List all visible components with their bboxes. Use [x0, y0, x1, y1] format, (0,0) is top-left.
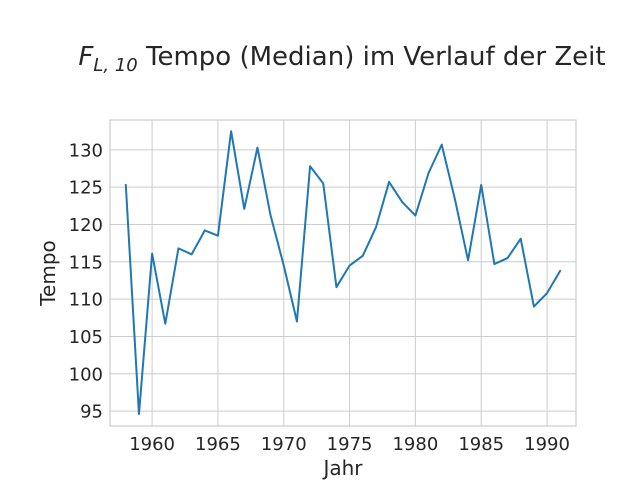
title-symbol: F [78, 42, 94, 72]
x-tick-label: 1985 [458, 434, 504, 455]
y-tick-label: 95 [80, 402, 103, 423]
y-tick-label: 125 [69, 178, 103, 199]
y-tick-label: 110 [69, 290, 103, 311]
y-axis-label: Tempo [36, 240, 60, 307]
x-tick-label: 1960 [129, 434, 175, 455]
y-axis-ticks: 95 100 105 110 115 120 125 130 [69, 140, 103, 422]
x-tick-label: 1980 [392, 434, 438, 455]
plot-area-frame [110, 120, 576, 426]
x-tick-label: 1965 [195, 434, 241, 455]
x-tick-label: 1990 [524, 434, 570, 455]
y-tick-label: 115 [69, 252, 103, 273]
chart-title: FL, 10 Tempo (Median) im Verlauf der Zei… [78, 42, 605, 76]
series-line [126, 131, 560, 414]
y-tick-label: 100 [69, 364, 103, 385]
x-axis-ticks: 1960 1965 1970 1975 1980 1985 1990 [129, 434, 570, 455]
x-axis-label: Jahr [321, 456, 363, 480]
title-subscript: L, 10 [93, 55, 137, 76]
x-tick-label: 1975 [327, 434, 373, 455]
series-group [126, 131, 560, 414]
y-tick-label: 120 [69, 215, 103, 236]
y-tick-label: 130 [69, 140, 103, 161]
x-tick-label: 1970 [261, 434, 307, 455]
title-text: Tempo (Median) im Verlauf der Zeit [138, 42, 606, 72]
y-tick-label: 105 [69, 327, 103, 348]
grid [110, 120, 576, 426]
